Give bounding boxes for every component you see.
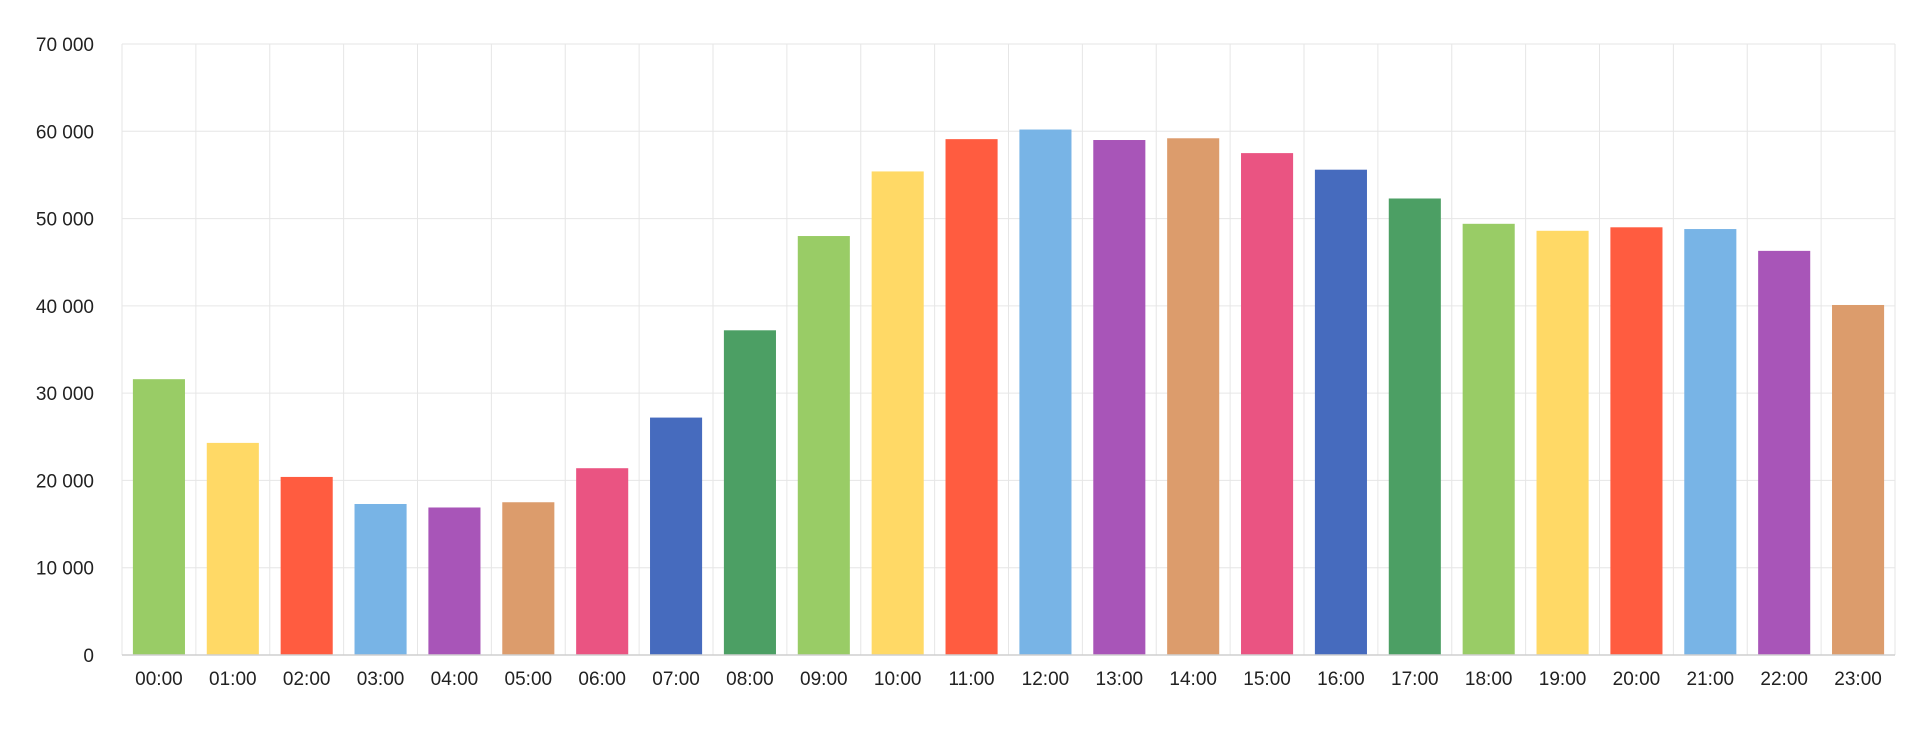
bar[interactable] bbox=[797, 236, 850, 655]
y-tick-label: 30 000 bbox=[36, 384, 94, 405]
bar[interactable] bbox=[354, 503, 407, 655]
bar[interactable] bbox=[1388, 198, 1441, 655]
grid-lines bbox=[121, 43, 1896, 655]
bar[interactable] bbox=[428, 507, 481, 655]
x-tick-label: 16:00 bbox=[1317, 669, 1365, 690]
bar[interactable] bbox=[1610, 227, 1663, 656]
x-axis-tick-labels: 00:00 01:00 02:00 03:00 04:00 05:00 06:00 07:00… bbox=[135, 669, 1882, 690]
x-tick-label: 23:00 bbox=[1834, 669, 1882, 690]
x-tick-label: 19:00 bbox=[1539, 669, 1587, 690]
x-tick-label: 11:00 bbox=[948, 669, 994, 690]
bar[interactable] bbox=[945, 139, 998, 656]
x-tick-label: 12:00 bbox=[1022, 669, 1070, 690]
y-tick-label: 70 000 bbox=[36, 35, 94, 56]
x-tick-label: 18:00 bbox=[1465, 669, 1513, 690]
bar[interactable] bbox=[576, 468, 629, 655]
x-tick-label: 02:00 bbox=[283, 669, 331, 690]
bar[interactable] bbox=[132, 379, 185, 655]
bar[interactable] bbox=[1758, 250, 1811, 656]
bar[interactable] bbox=[1019, 129, 1072, 656]
x-tick-label: 14:00 bbox=[1169, 669, 1217, 690]
y-tick-label: 10 000 bbox=[36, 559, 94, 580]
x-tick-label: 07:00 bbox=[652, 669, 700, 690]
y-tick-label: 40 000 bbox=[36, 297, 94, 318]
y-tick-label: 0 bbox=[83, 646, 94, 667]
x-tick-label: 01:00 bbox=[209, 669, 257, 690]
x-tick-label: 10:00 bbox=[874, 669, 922, 690]
x-tick-label: 15:00 bbox=[1243, 669, 1291, 690]
bar[interactable] bbox=[502, 502, 555, 655]
y-tick-label: 50 000 bbox=[36, 210, 94, 231]
x-tick-label: 21:00 bbox=[1687, 669, 1735, 690]
x-tick-label: 13:00 bbox=[1096, 669, 1144, 690]
x-tick-label: 03:00 bbox=[357, 669, 405, 690]
bar[interactable] bbox=[650, 417, 703, 655]
x-tick-label: 06:00 bbox=[578, 669, 626, 690]
y-tick-label: 20 000 bbox=[36, 471, 94, 492]
bar[interactable] bbox=[1167, 138, 1220, 656]
x-tick-label: 22:00 bbox=[1760, 669, 1808, 690]
bar[interactable] bbox=[1241, 153, 1294, 655]
x-tick-label: 00:00 bbox=[135, 669, 183, 690]
bar[interactable] bbox=[723, 330, 776, 655]
bar[interactable] bbox=[1093, 140, 1146, 655]
y-tick-label: 60 000 bbox=[36, 122, 94, 143]
y-axis-tick-labels: 0 10 000 20 000 30 000 40 000 50 000 60 000 70 … bbox=[36, 35, 94, 667]
bar[interactable] bbox=[1536, 230, 1589, 655]
bar[interactable] bbox=[871, 171, 924, 656]
x-tick-label: 05:00 bbox=[505, 669, 553, 690]
x-tick-label: 09:00 bbox=[800, 669, 848, 690]
x-tick-label: 08:00 bbox=[726, 669, 774, 690]
x-tick-label: 04:00 bbox=[431, 669, 479, 690]
bar[interactable] bbox=[1462, 223, 1515, 655]
x-tick-label: 17:00 bbox=[1391, 669, 1439, 690]
x-tick-label: 20:00 bbox=[1613, 669, 1661, 690]
bar[interactable] bbox=[1684, 229, 1737, 655]
bar[interactable] bbox=[280, 476, 333, 655]
bars bbox=[132, 129, 1885, 656]
bar[interactable] bbox=[206, 442, 259, 655]
bar[interactable] bbox=[1832, 304, 1885, 655]
bar[interactable] bbox=[1314, 169, 1367, 656]
